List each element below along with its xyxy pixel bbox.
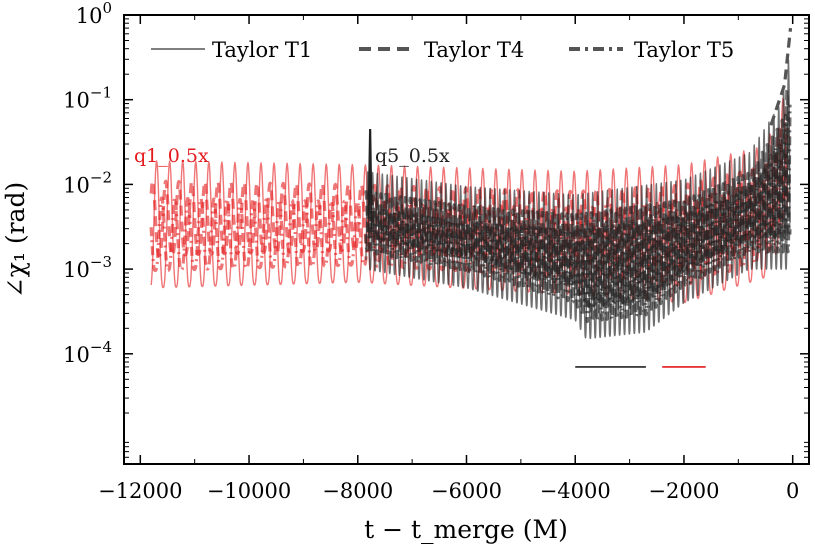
y-axis-label: ∠χ₁ (rad) xyxy=(1,182,30,298)
tick-layer: −12000 −10000 −8000 −6000 −4000 −2000 010010−1… xyxy=(63,0,809,503)
y-tick-label: 100 xyxy=(76,0,112,28)
x-tick-label: −10000 xyxy=(207,479,291,503)
annotation-q1-0-5x: q1_0.5x xyxy=(134,145,209,167)
x-tick-label: −12000 xyxy=(98,479,182,503)
x-axis-label: t − t_merge (M) xyxy=(364,515,568,544)
legend-label-taylor-t5: Taylor T5 xyxy=(634,38,734,62)
series-merger-rise xyxy=(769,27,793,126)
x-tick-label: −8000 xyxy=(322,479,393,503)
series-spike-q5-0-5x xyxy=(367,129,373,229)
annotation-q5-0-5x: q5_0.5x xyxy=(375,145,450,167)
series-layer xyxy=(149,27,793,340)
x-tick-label: 0 xyxy=(786,479,799,503)
legend-label-taylor-t1: Taylor T1 xyxy=(212,38,312,62)
legend: Taylor T1 Taylor T4 Taylor T5 xyxy=(151,38,734,62)
x-tick-label: −4000 xyxy=(540,479,611,503)
x-tick-label: −6000 xyxy=(431,479,502,503)
series-line-q5-0-5x xyxy=(364,104,792,324)
series-line-q5-0-5x xyxy=(364,88,792,308)
x-tick-label: −2000 xyxy=(648,479,719,503)
legend-label-taylor-t4: Taylor T4 xyxy=(424,38,524,62)
